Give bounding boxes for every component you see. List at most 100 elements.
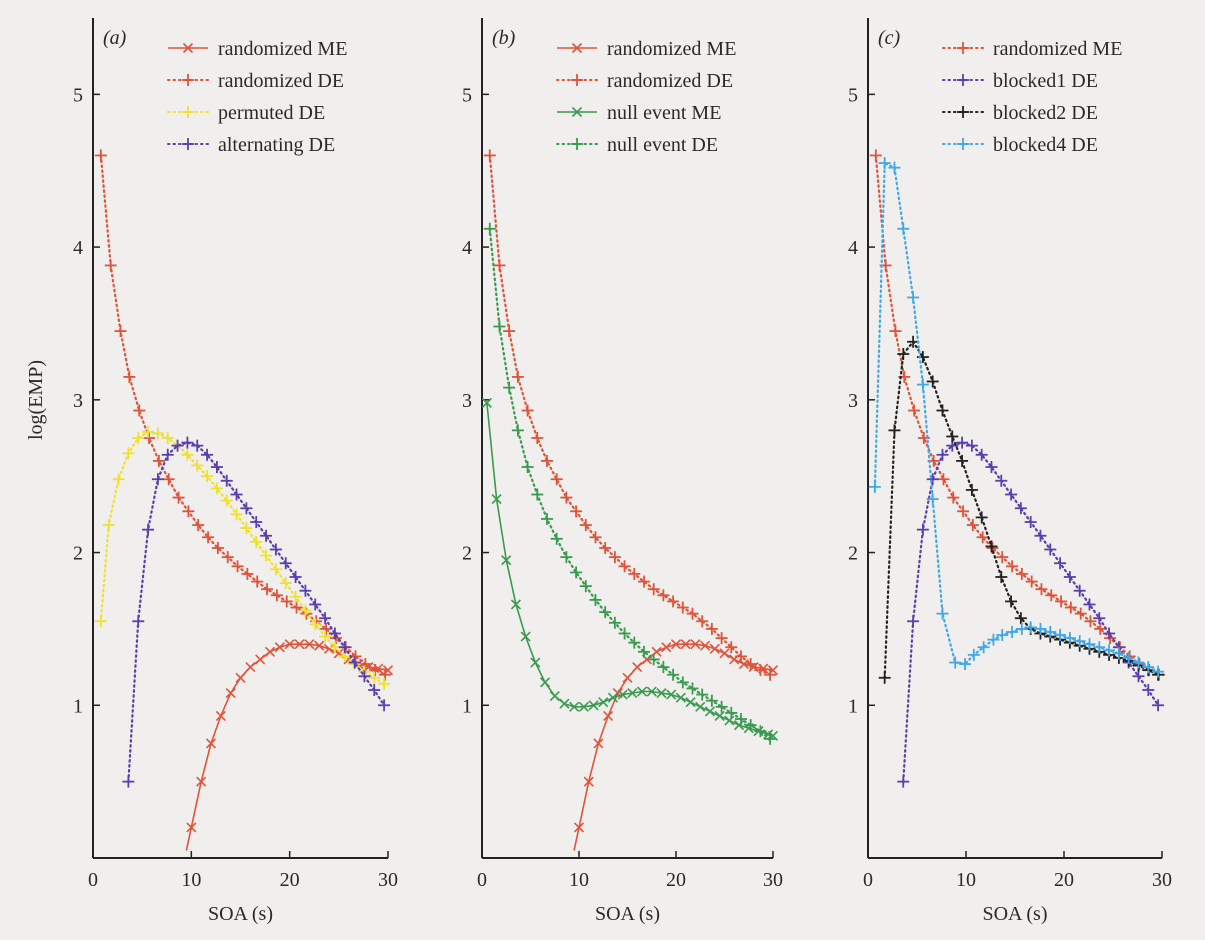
data-point	[956, 436, 969, 449]
series-line	[99, 154, 387, 676]
data-point	[937, 473, 950, 486]
data-point	[1083, 638, 1096, 651]
data-point	[132, 432, 145, 444]
data-point	[977, 641, 990, 654]
data-point	[1073, 584, 1086, 597]
x-tick-label: 30	[763, 869, 783, 891]
data-point	[211, 541, 224, 554]
data-point	[889, 325, 902, 338]
data-point	[319, 612, 332, 625]
data-point	[686, 682, 699, 695]
data-point	[261, 583, 274, 596]
data-point	[559, 698, 570, 709]
data-point	[1103, 644, 1116, 657]
legend-entry: null event DE	[556, 134, 718, 156]
x-axis-label: SOA (s)	[982, 903, 1047, 925]
data-point	[956, 454, 969, 467]
panel-label: (a)	[103, 27, 127, 49]
y-tick-label: 1	[73, 695, 83, 717]
data-point	[112, 473, 125, 486]
data-point	[734, 650, 747, 663]
data-point	[1073, 635, 1086, 648]
data-point	[284, 639, 295, 650]
data-point	[132, 615, 145, 628]
y-tick-label: 1	[462, 695, 472, 717]
x-tick-label: 30	[378, 869, 398, 891]
data-point	[191, 439, 204, 452]
data-point	[225, 687, 236, 699]
data-point	[627, 687, 638, 699]
data-point	[617, 689, 628, 700]
data-point	[235, 672, 246, 683]
legend-marker	[571, 42, 583, 54]
data-point	[560, 551, 573, 564]
y-tick-label: 2	[462, 543, 472, 565]
data-point	[764, 732, 777, 745]
data-point	[1094, 622, 1107, 635]
data-point	[599, 541, 612, 554]
data-point	[1025, 575, 1038, 588]
data-point	[1044, 543, 1057, 556]
legend-marker	[182, 74, 194, 86]
data-point	[1074, 607, 1087, 620]
legend-entry: null event ME	[557, 102, 721, 124]
data-point	[975, 511, 988, 524]
legend-marker	[571, 74, 583, 86]
data-point	[724, 715, 735, 726]
data-point	[869, 149, 882, 162]
legend-marker	[957, 138, 969, 150]
series-line	[874, 154, 1161, 676]
data-point	[754, 664, 767, 677]
data-point	[368, 671, 381, 684]
data-point	[908, 404, 921, 417]
x-tick-label: 30	[1152, 869, 1172, 891]
data-point	[483, 149, 496, 162]
data-point	[976, 531, 989, 544]
data-point	[744, 658, 757, 671]
data-point	[725, 641, 738, 654]
data-point	[1034, 529, 1047, 542]
x-tick-label: 0	[863, 869, 873, 891]
data-point	[579, 580, 592, 593]
data-point	[888, 161, 901, 174]
legend-label: randomized ME	[607, 38, 736, 60]
data-point	[323, 643, 335, 654]
panel-c: 0 10 20 30 1 2 3 4 5 SOA (s) (c) randomized ME block…	[848, 18, 1172, 925]
data-point	[1142, 661, 1155, 674]
data-point	[274, 642, 285, 653]
data-point	[628, 567, 641, 580]
data-point	[359, 658, 372, 671]
data-point	[1103, 627, 1116, 640]
data-point	[570, 566, 583, 579]
data-point	[191, 459, 204, 472]
data-point	[151, 473, 164, 486]
data-point	[328, 627, 341, 640]
y-tick-label: 4	[462, 237, 472, 259]
data-point	[1063, 570, 1076, 583]
data-point	[1132, 670, 1145, 683]
data-point	[670, 639, 682, 650]
data-point	[230, 488, 243, 501]
legend-entry: randomized DE	[556, 70, 733, 92]
legend-entry: blocked2 DE	[942, 102, 1098, 124]
data-point	[279, 577, 292, 590]
data-point	[868, 480, 881, 493]
data-point	[260, 549, 273, 562]
data-point	[888, 424, 901, 437]
data-point	[520, 631, 531, 642]
data-point	[320, 622, 333, 635]
data-point	[607, 692, 619, 703]
data-point	[985, 461, 998, 474]
data-point	[369, 664, 382, 677]
legend-entry: blocked1 DE	[942, 70, 1098, 92]
legend-label: blocked1 DE	[993, 70, 1098, 92]
data-point	[878, 157, 891, 170]
x-tick-label: 10	[181, 869, 201, 891]
data-point	[269, 543, 282, 556]
data-point	[700, 640, 711, 651]
data-point	[676, 601, 689, 614]
series-randomized-de	[483, 149, 777, 681]
data-point	[1044, 625, 1057, 638]
data-point	[201, 448, 214, 461]
